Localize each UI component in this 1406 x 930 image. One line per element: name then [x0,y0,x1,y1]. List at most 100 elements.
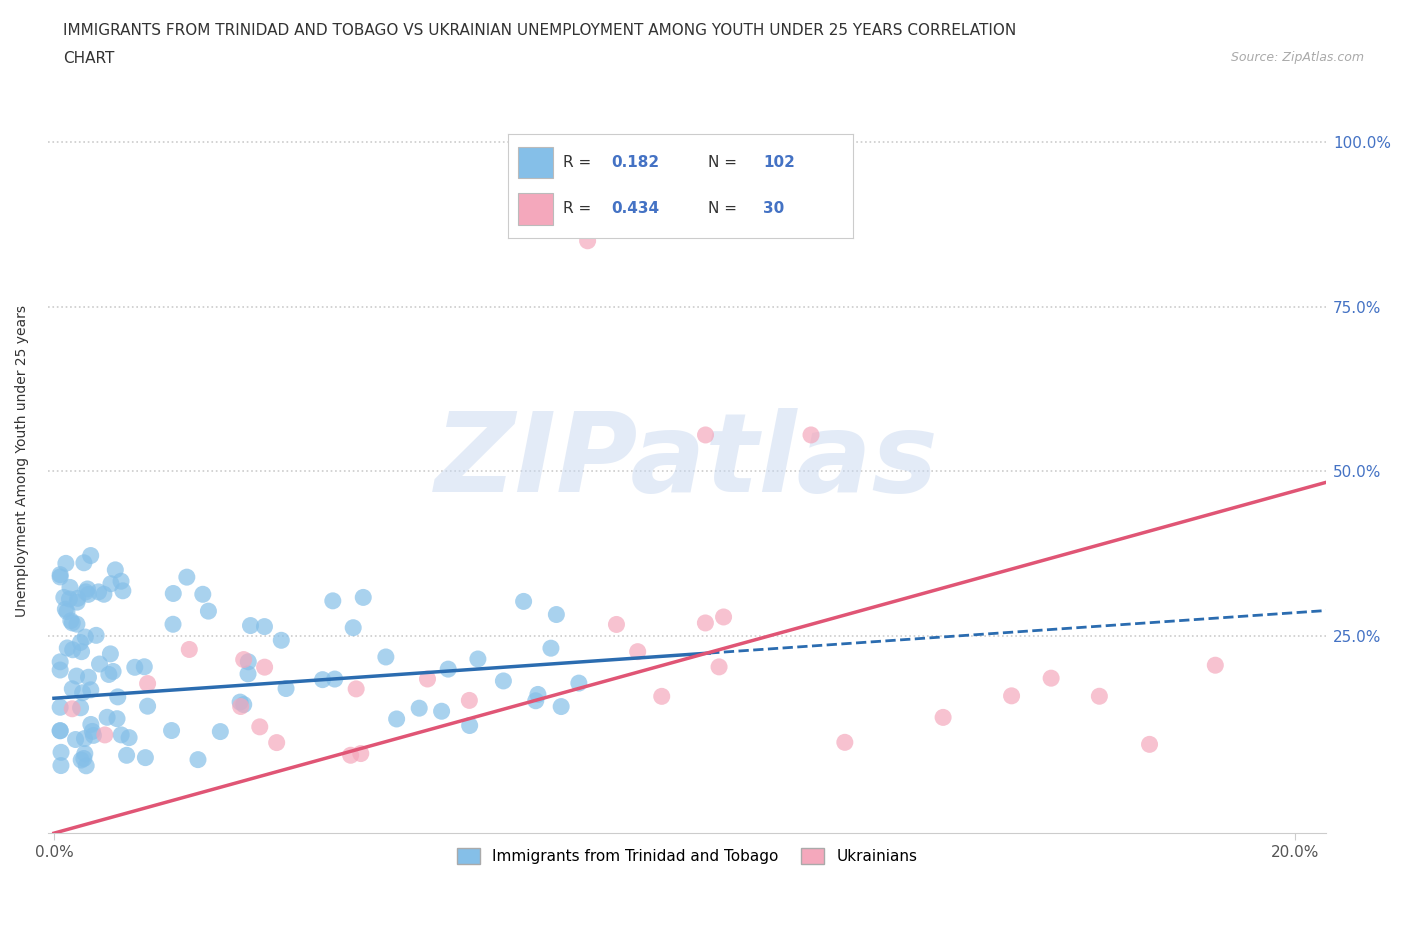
Point [56,641,79,656]
Point [124,660,146,675]
Point [82,728,104,743]
Point [576,233,599,248]
Point [408,700,430,715]
Point [65,732,87,747]
Point [111,583,134,598]
Point [75,758,97,773]
Point [274,681,297,696]
Point [229,695,252,710]
Point [100,646,122,661]
Point [49,724,72,738]
Point [134,751,156,765]
Point [800,428,823,443]
Point [89,657,111,671]
Point [540,641,562,656]
Point [110,574,132,589]
Point [467,652,489,667]
Point [72,685,94,700]
Point [458,693,481,708]
Point [311,672,333,687]
Point [77,587,100,602]
Point [1204,658,1226,672]
Point [695,616,717,631]
Point [77,670,100,684]
Point [76,581,98,596]
Point [94,727,117,742]
Point [344,682,367,697]
Point [209,724,232,739]
Point [323,671,346,686]
Point [75,584,97,599]
Point [100,577,122,591]
Point [1088,689,1111,704]
Point [322,593,344,608]
Point [179,642,201,657]
Point [49,662,72,677]
Point [651,689,673,704]
Point [69,635,91,650]
Point [73,731,96,746]
Point [96,710,118,724]
Point [49,569,72,584]
Point [568,676,591,691]
Point [87,584,110,599]
Point [136,698,159,713]
Text: CHART: CHART [63,51,115,66]
Point [49,724,72,738]
Point [374,649,396,664]
Point [492,673,515,688]
Point [416,671,439,686]
Point [84,628,107,643]
Point [191,587,214,602]
Point [59,613,82,628]
Point [49,700,72,715]
Point [69,700,91,715]
Point [238,655,260,670]
Point [253,659,276,674]
Point [239,618,262,633]
Point [253,619,276,634]
Point [342,620,364,635]
Point [52,590,75,604]
Text: IMMIGRANTS FROM TRINIDAD AND TOBAGO VS UKRAINIAN UNEMPLOYMENT AMONG YOUTH UNDER : IMMIGRANTS FROM TRINIDAD AND TOBAGO VS U… [63,23,1017,38]
Point [66,594,89,609]
Point [713,609,735,624]
Legend: Immigrants from Trinidad and Tobago, Ukrainians: Immigrants from Trinidad and Tobago, Ukr… [450,842,924,870]
Point [266,735,288,750]
Point [70,752,93,767]
Point [1139,737,1161,751]
Point [73,751,96,766]
Point [80,548,103,563]
Point [66,617,89,631]
Point [60,616,83,631]
Point [107,689,129,704]
Point [115,748,138,763]
Point [546,607,568,622]
Point [82,724,104,738]
Point [49,745,72,760]
Point [524,693,547,708]
Point [80,683,103,698]
Point [627,644,650,659]
Point [66,591,89,605]
Point [110,727,132,742]
Text: ZIPatlas: ZIPatlas [434,407,939,515]
Point [162,617,184,631]
Text: Source: ZipAtlas.com: Source: ZipAtlas.com [1230,51,1364,64]
Point [1000,688,1022,703]
Point [59,580,82,595]
Point [550,699,572,714]
Point [197,604,219,618]
Point [58,591,80,606]
Point [232,698,254,712]
Point [176,570,198,585]
Point [187,752,209,767]
Point [75,630,97,644]
Point [97,667,120,682]
Point [527,687,550,702]
Point [49,758,72,773]
Point [339,748,361,763]
Point [134,659,156,674]
Point [136,676,159,691]
Point [458,718,481,733]
